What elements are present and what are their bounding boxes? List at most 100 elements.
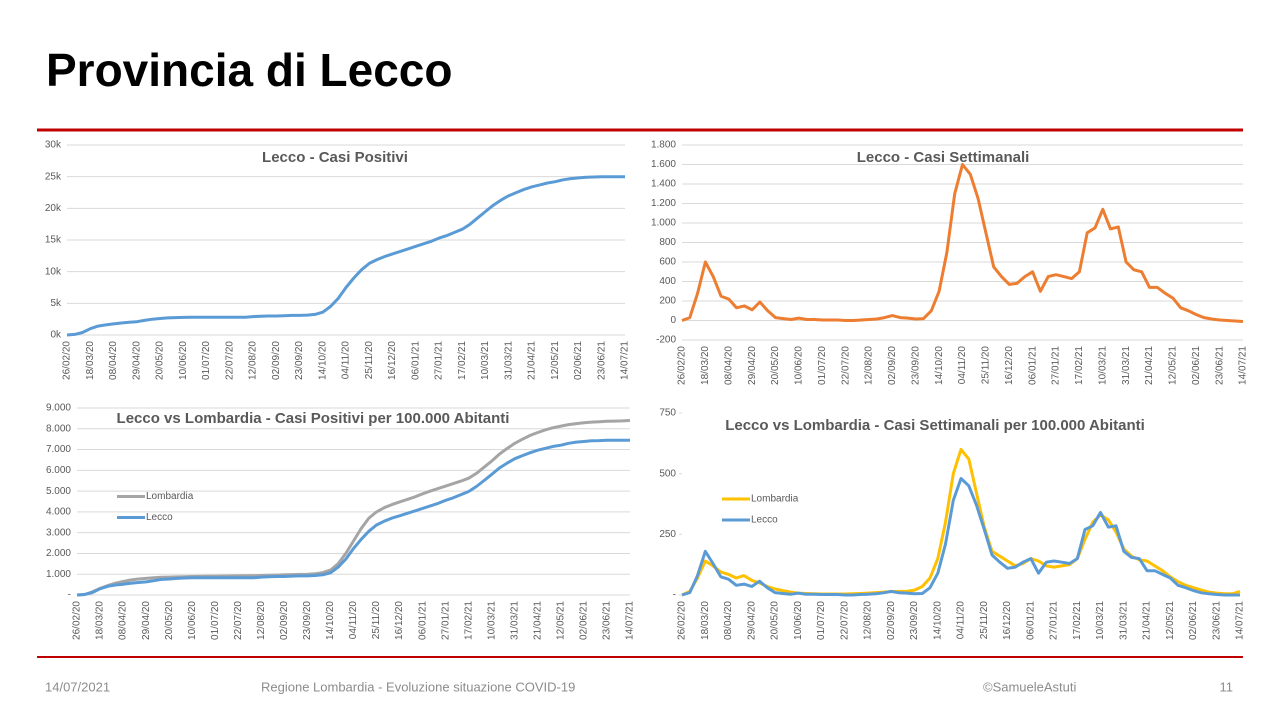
x-tick-label: 10/06/20: [187, 601, 198, 640]
x-tick-label: 06/01/21: [417, 601, 428, 640]
x-tick-label: 22/07/20: [839, 601, 850, 640]
y-tick-label: 15k: [45, 235, 62, 246]
line-series: [66, 175, 625, 337]
x-tick-label: 14/07/21: [620, 341, 631, 380]
x-tick-label: 12/05/21: [1165, 601, 1176, 640]
x-tick-label: 23/09/20: [910, 346, 921, 385]
x-tick-label: 18/03/20: [700, 346, 711, 385]
x-tick-label: 04/11/20: [956, 601, 967, 640]
y-tick-label: 2.000: [46, 548, 71, 559]
x-tick-label: 08/04/20: [723, 601, 734, 640]
footer-source: Regione Lombardia - Evoluzione situazion…: [261, 679, 575, 694]
y-tick-label: 250: [659, 529, 676, 540]
x-tick-label: 23/06/21: [1214, 346, 1225, 385]
y-tick-label: 9.000: [46, 403, 71, 414]
x-tick-label: 29/04/20: [131, 341, 142, 380]
x-tick-label: 23/09/20: [909, 601, 920, 640]
x-tick-label: 25/11/20: [981, 346, 992, 385]
x-tick-label: 27/01/21: [440, 601, 451, 640]
x-tick-label: 02/09/20: [271, 341, 282, 380]
x-tick-label: 31/03/21: [509, 601, 520, 640]
y-tick-label: 0: [670, 315, 676, 326]
x-tick-label: 18/03/20: [700, 601, 711, 640]
x-tick-label: 12/08/20: [248, 341, 259, 380]
slide-title: Provincia di Lecco: [46, 44, 452, 96]
x-tick-label: 20/05/20: [770, 601, 781, 640]
x-tick-label: 04/11/20: [341, 341, 352, 380]
x-tick-label: 10/03/21: [480, 341, 491, 380]
line-series: [681, 163, 1244, 323]
y-tick-label: 200: [659, 296, 676, 307]
y-tick-label: 500: [659, 468, 676, 479]
x-tick-label: 17/02/21: [1072, 601, 1083, 640]
y-tick-label: 1.800: [651, 140, 676, 151]
x-tick-label: 20/05/20: [770, 346, 781, 385]
x-tick-label: 27/01/21: [434, 341, 445, 380]
x-tick-label: 26/02/20: [72, 601, 83, 640]
x-tick-label: 23/06/21: [1211, 601, 1222, 640]
x-tick-label: 26/02/20: [677, 601, 688, 640]
y-tick-label: 800: [659, 237, 676, 248]
legend-label: Lombardia: [146, 491, 194, 502]
x-tick-label: 26/02/20: [62, 341, 73, 380]
x-tick-label: 26/02/20: [677, 346, 688, 385]
footer-page: 11: [1220, 679, 1234, 694]
x-tick-label: 17/02/21: [1074, 346, 1085, 385]
y-tick-label: 0k: [50, 330, 62, 341]
legend-label: Lombardia: [751, 494, 799, 505]
x-tick-label: 02/09/20: [887, 346, 898, 385]
x-tick-label: 31/03/21: [1121, 346, 1132, 385]
y-tick-label: 1.400: [651, 179, 676, 190]
line-series: [76, 419, 631, 597]
x-tick-label: 23/09/20: [294, 341, 305, 380]
x-tick-label: 06/01/21: [410, 341, 421, 380]
x-tick-label: 02/06/21: [573, 341, 584, 380]
x-tick-label: 01/07/20: [201, 341, 212, 380]
x-tick-label: 14/07/21: [1238, 346, 1249, 385]
x-tick-label: 22/07/20: [840, 346, 851, 385]
x-tick-label: 21/04/21: [1144, 346, 1155, 385]
chart-title: Lecco vs Lombardia - Casi Positivi per 1…: [117, 410, 510, 427]
x-tick-label: 22/07/20: [233, 601, 244, 640]
x-tick-label: 14/07/21: [1235, 601, 1246, 640]
x-tick-label: 20/05/20: [155, 341, 166, 380]
y-tick-label: 600: [659, 257, 676, 268]
x-tick-label: 02/06/21: [1191, 346, 1202, 385]
x-tick-label: 10/03/21: [1097, 346, 1108, 385]
x-tick-label: 06/01/21: [1027, 346, 1038, 385]
footer-date: 14/07/2021: [45, 679, 110, 694]
y-tick-label: -: [68, 590, 71, 601]
x-tick-label: 29/04/20: [747, 346, 758, 385]
x-tick-label: 12/08/20: [256, 601, 267, 640]
line-series: [681, 477, 1240, 597]
line-series: [681, 447, 1241, 597]
x-tick-label: 02/06/21: [1188, 601, 1199, 640]
x-tick-label: 14/10/20: [325, 601, 336, 640]
y-tick-label: 20k: [45, 203, 62, 214]
x-tick-label: 29/04/20: [746, 601, 757, 640]
x-tick-label: 14/10/20: [934, 346, 945, 385]
y-tick-label: -200: [656, 335, 676, 346]
x-tick-label: 29/04/20: [141, 601, 152, 640]
x-tick-label: 02/06/21: [579, 601, 590, 640]
x-tick-label: 10/03/21: [1095, 601, 1106, 640]
x-tick-label: 08/04/20: [118, 601, 129, 640]
footer-author: ©SamueleAstuti: [983, 679, 1077, 694]
x-tick-label: 10/06/20: [178, 341, 189, 380]
x-tick-label: 04/11/20: [957, 346, 968, 385]
y-tick-label: 25k: [45, 171, 62, 182]
x-tick-label: 18/03/20: [95, 601, 106, 640]
x-tick-label: 02/09/20: [279, 601, 290, 640]
x-tick-label: 16/12/20: [1002, 601, 1013, 640]
x-tick-label: 01/07/20: [817, 346, 828, 385]
x-tick-label: 06/01/21: [1025, 601, 1036, 640]
x-tick-label: 25/11/20: [371, 601, 382, 640]
line-series: [76, 438, 630, 597]
chart-title: Lecco - Casi Positivi: [262, 149, 408, 166]
x-tick-label: 12/08/20: [864, 346, 875, 385]
y-tick-label: 5.000: [46, 486, 71, 497]
x-tick-label: 10/06/20: [794, 346, 805, 385]
x-tick-label: 14/10/20: [932, 601, 943, 640]
x-tick-label: 23/06/21: [602, 601, 613, 640]
